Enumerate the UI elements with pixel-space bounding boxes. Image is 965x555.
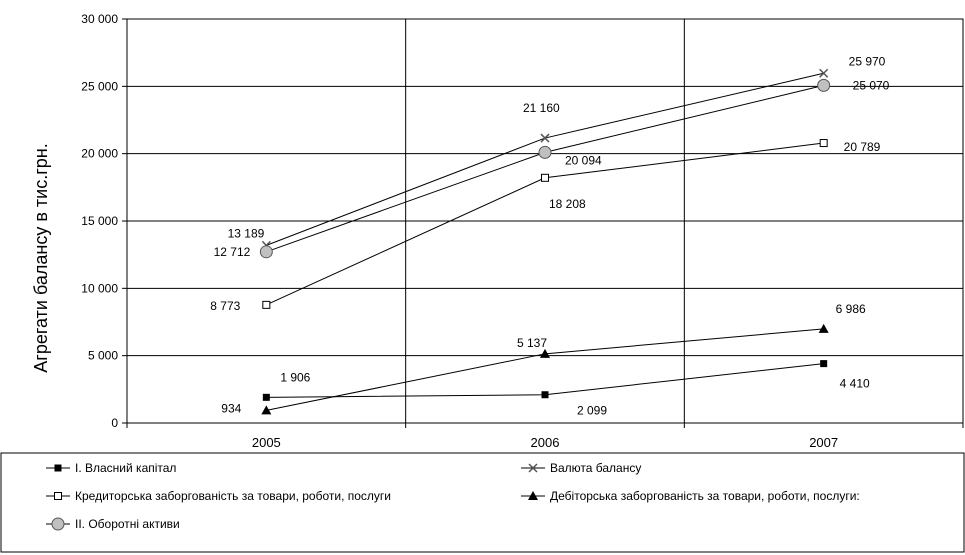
x-tick-label: 2007 bbox=[809, 435, 838, 450]
data-point bbox=[540, 133, 550, 143]
marker-shape bbox=[541, 391, 549, 399]
marker-stroke bbox=[540, 133, 550, 143]
data-label: 25 070 bbox=[853, 78, 890, 92]
legend-marker bbox=[54, 492, 62, 500]
marker-shape bbox=[538, 145, 552, 159]
marker-shape bbox=[820, 360, 828, 368]
series-lines bbox=[259, 68, 831, 415]
marker-stroke bbox=[819, 68, 829, 78]
data-point bbox=[819, 139, 828, 148]
data-label: 25 970 bbox=[849, 54, 886, 68]
legend-marker bbox=[528, 463, 538, 473]
data-label: 934 bbox=[221, 401, 241, 415]
marker-shape bbox=[262, 300, 271, 309]
data-label: 12 712 bbox=[214, 245, 251, 259]
data-label: 1 906 bbox=[280, 370, 310, 384]
marker-shape bbox=[259, 245, 273, 259]
data-labels: 1 906 2 099 4 410 13 189 21 160 25 970 8 773 18… bbox=[210, 54, 889, 417]
marker-shape bbox=[540, 348, 550, 358]
y-tick-label: 5 000 bbox=[88, 349, 118, 363]
legend-box bbox=[0, 452, 965, 553]
y-axis-label: Агрегати балансу в тис.грн. bbox=[31, 143, 51, 372]
legend-item: Валюта балансу bbox=[521, 461, 641, 475]
legend-item: Кредиторська заборгованість за товари, р… bbox=[46, 489, 391, 503]
data-label: 20 789 bbox=[844, 140, 881, 154]
data-point bbox=[538, 145, 552, 159]
legend-label: II. Оборотні активи bbox=[75, 517, 180, 531]
y-tick-label: 15 000 bbox=[81, 214, 118, 228]
legend-item: I. Власний капітал bbox=[46, 461, 176, 475]
legend: I. Власний капітал Валюта балансу Кредитор… bbox=[46, 461, 860, 531]
y-tick-label: 10 000 bbox=[81, 281, 118, 295]
data-point bbox=[541, 173, 549, 182]
y-tick-label: 30 000 bbox=[81, 12, 118, 26]
data-label: 13 189 bbox=[228, 226, 265, 240]
legend-marker bbox=[51, 517, 65, 531]
marker-stroke bbox=[528, 463, 538, 473]
marker-shape bbox=[54, 464, 62, 472]
data-point bbox=[540, 348, 550, 358]
data-label: 18 208 bbox=[549, 197, 586, 211]
legend-label: I. Власний капітал bbox=[75, 461, 176, 475]
legend-item: Дебіторська заборгованість за товари, ро… bbox=[521, 489, 860, 503]
marker-shape bbox=[262, 393, 270, 401]
data-point bbox=[261, 405, 272, 415]
data-point bbox=[820, 360, 828, 368]
data-point bbox=[819, 68, 829, 78]
marker-shape bbox=[817, 78, 831, 92]
marker-shape bbox=[54, 492, 62, 500]
data-label: 5 137 bbox=[517, 336, 547, 350]
data-label: 21 160 bbox=[523, 101, 560, 115]
data-label: 8 773 bbox=[210, 299, 240, 313]
x-tick-label: 2006 bbox=[531, 435, 560, 450]
x-axis-ticks: 2005 2006 2007 bbox=[126, 423, 964, 450]
data-label: 4 410 bbox=[840, 377, 870, 391]
gridlines bbox=[127, 18, 963, 424]
data-point bbox=[818, 323, 829, 333]
data-point bbox=[262, 300, 271, 309]
x-tick-label: 2005 bbox=[252, 435, 281, 450]
marker-shape bbox=[528, 491, 538, 500]
series-line bbox=[266, 142, 824, 306]
data-label: 2 099 bbox=[577, 404, 607, 418]
marker-shape bbox=[51, 517, 65, 531]
data-label: 20 094 bbox=[565, 153, 602, 167]
legend-item: II. Оборотні активи bbox=[46, 517, 180, 531]
y-axis-ticks: 0 5 000 10 000 15 000 20 000 25 000 30 000 bbox=[81, 12, 127, 430]
data-point bbox=[541, 391, 549, 399]
y-tick-label: 25 000 bbox=[81, 79, 118, 93]
legend-marker bbox=[528, 491, 538, 500]
legend-label: Кредиторська заборгованість за товари, р… bbox=[75, 489, 391, 503]
data-point bbox=[817, 78, 831, 92]
data-point bbox=[259, 245, 273, 259]
series-line bbox=[266, 72, 824, 246]
legend-marker bbox=[54, 464, 62, 472]
marker-shape bbox=[819, 139, 828, 148]
marker-shape bbox=[261, 405, 272, 415]
data-label: 6 986 bbox=[836, 302, 866, 316]
y-tick-label: 0 bbox=[111, 416, 118, 430]
marker-shape bbox=[541, 173, 549, 182]
data-point bbox=[262, 393, 270, 401]
marker-shape bbox=[818, 323, 829, 333]
legend-label: Дебіторська заборгованість за товари, ро… bbox=[550, 489, 860, 503]
y-tick-label: 20 000 bbox=[81, 147, 118, 161]
legend-label: Валюта балансу bbox=[550, 461, 641, 475]
